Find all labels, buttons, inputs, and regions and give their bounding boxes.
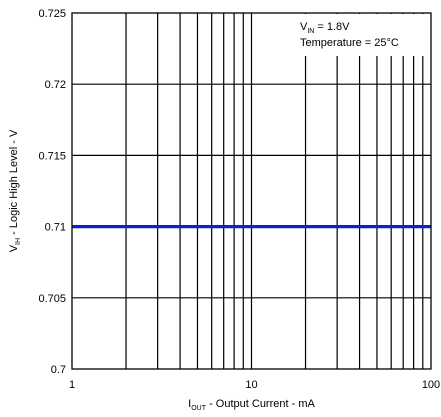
x-tick-label: 100 [422,379,440,391]
y-tick-label: 0.715 [38,150,66,162]
y-tick-label: 0.705 [38,293,66,305]
y-tick-label: 0.72 [45,79,66,91]
x-tick-label: 1 [69,379,75,391]
y-tick-label: 0.7 [51,364,66,376]
y-tick-label: 0.71 [45,222,66,234]
annotation-vin: VIN = 1.8V [300,21,350,35]
x-axis-label: IOUT - Output Current - mA [188,398,315,412]
x-tick-label: 10 [245,379,257,391]
y-axis-label: VIH - Logic High Level - V [8,129,22,252]
plot-frame [71,12,432,370]
annotation-box [296,14,430,56]
annotation-temperature: Temperature = 25°C [300,37,399,49]
x-tick-labels: 1 10 100 [69,379,440,391]
y-tick-label: 0.725 [38,8,66,20]
x-gridlines [125,13,424,369]
y-tick-labels: 0.7 0.705 0.71 0.715 0.72 0.725 [38,8,66,376]
